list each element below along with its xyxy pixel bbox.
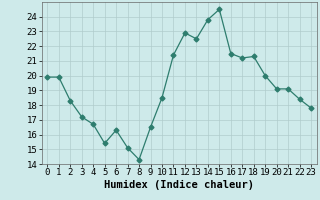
X-axis label: Humidex (Indice chaleur): Humidex (Indice chaleur) <box>104 180 254 190</box>
